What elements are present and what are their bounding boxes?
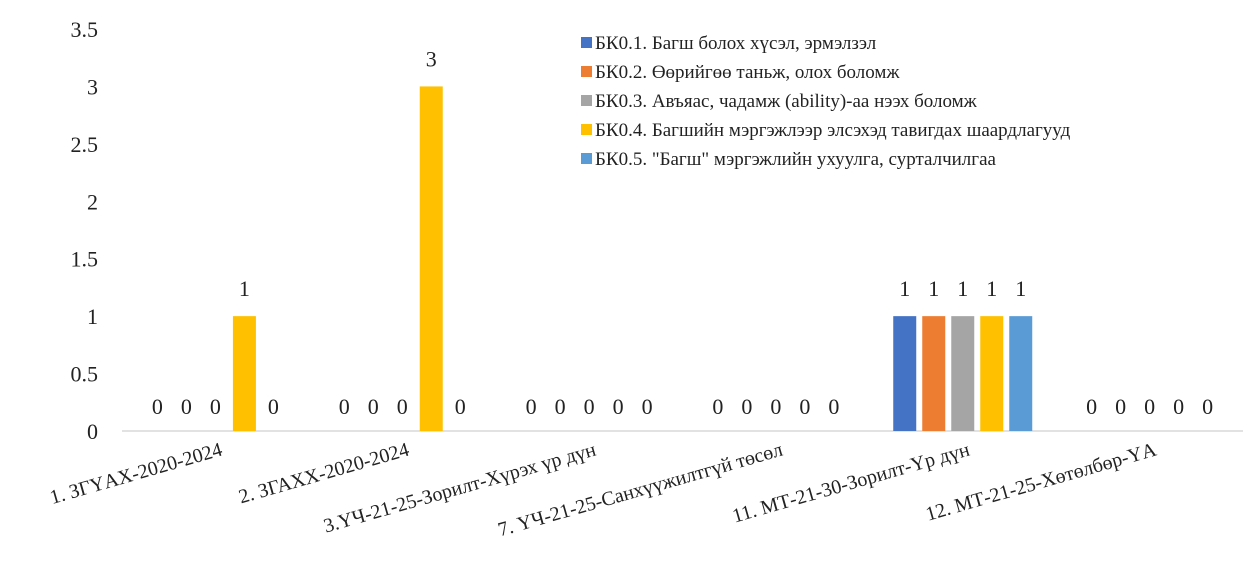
data-label-c5-s4: 0 (1202, 394, 1213, 419)
y-axis: 0 0.5 1 1.5 2 2.5 3 3.5 (71, 17, 99, 444)
legend-swatch-4 (581, 153, 592, 164)
legend-swatch-1 (581, 66, 592, 77)
data-label-c4-s0: 1 (899, 276, 910, 301)
data-label-c5-s3: 0 (1173, 394, 1184, 419)
y-tick-label-0: 0 (87, 419, 98, 444)
bar-c4-s1 (922, 316, 946, 431)
data-label-c5-s0: 0 (1086, 394, 1097, 419)
data-label-c0-s4: 0 (268, 394, 279, 419)
data-label-c1-s2: 0 (397, 394, 408, 419)
data-label-c0-s3: 1 (239, 276, 250, 301)
bar-c4-s4 (1009, 316, 1033, 431)
data-label-c3-s4: 0 (828, 394, 839, 419)
data-label-c2-s2: 0 (584, 394, 595, 419)
data-label-c3-s0: 0 (712, 394, 723, 419)
data-label-c1-s3: 3 (426, 46, 437, 71)
data-label-c4-s3: 1 (986, 276, 997, 301)
legend-label-2: БК0.3. Авъяас, чадамж (ability)-аа нээх … (595, 91, 978, 112)
x-axis: 1. ЗГҮАХ-2020-2024 2. ЗГАХХ-2020-20243.ҮЧ… (47, 439, 1159, 542)
data-label-c1-s4: 0 (455, 394, 466, 419)
legend-label-1: БК0.2. Өөрийгөө таньж, олох боломж (595, 62, 900, 83)
data-label-c2-s4: 0 (642, 394, 653, 419)
data-label-c1-s1: 0 (368, 394, 379, 419)
data-label-c0-s2: 0 (210, 394, 221, 419)
data-label-c3-s1: 0 (741, 394, 752, 419)
bar-c1-s3 (419, 86, 443, 431)
y-tick-label-1: 0.5 (71, 362, 99, 387)
legend-swatch-3 (581, 124, 592, 135)
data-label-c2-s1: 0 (555, 394, 566, 419)
bar-c4-s3 (980, 316, 1004, 431)
y-tick-label-4: 2 (87, 189, 98, 214)
bar-c4-s0 (893, 316, 917, 431)
data-labels: 0 0 010 0 0 030 0 0 0 0 0 0 0 0 0 01 1 1 1 10 0 0 0 0 (152, 46, 1213, 419)
data-label-c0-s0: 0 (152, 394, 163, 419)
legend: БК0.1. Багш болох хүсэл, эрмэлзэл БК0.2. … (581, 33, 1071, 170)
data-label-c0-s1: 0 (181, 394, 192, 419)
y-tick-label-6: 3 (87, 74, 98, 99)
data-label-c2-s0: 0 (526, 394, 537, 419)
data-label-c4-s2: 1 (957, 276, 968, 301)
y-tick-label-2: 1 (87, 304, 98, 329)
data-label-c3-s2: 0 (770, 394, 781, 419)
data-label-c5-s1: 0 (1115, 394, 1126, 419)
legend-label-3: БК0.4. Багшийн мэргэжлээр элсэхэд тавигд… (595, 120, 1071, 141)
data-label-c4-s1: 1 (928, 276, 939, 301)
data-label-c2-s3: 0 (613, 394, 624, 419)
data-label-c4-s4: 1 (1015, 276, 1026, 301)
data-label-c3-s3: 0 (799, 394, 810, 419)
data-label-c5-s2: 0 (1144, 394, 1155, 419)
y-tick-label-3: 1.5 (71, 247, 99, 272)
legend-swatch-0 (581, 37, 592, 48)
y-tick-label-7: 3.5 (71, 17, 99, 42)
bars (232, 86, 1033, 431)
bar-c0-s3 (232, 316, 256, 431)
legend-label-0: БК0.1. Багш болох хүсэл, эрмэлзэл (595, 33, 877, 54)
y-tick-label-5: 2.5 (71, 132, 99, 157)
legend-label-4: БК0.5. "Багш" мэргэжлийн ухуулга, суртал… (595, 149, 997, 170)
legend-swatch-2 (581, 95, 592, 106)
x-category-label-0: 1. ЗГҮАХ-2020-2024 (47, 439, 224, 509)
data-label-c1-s0: 0 (339, 394, 350, 419)
bar-c4-s2 (951, 316, 975, 431)
